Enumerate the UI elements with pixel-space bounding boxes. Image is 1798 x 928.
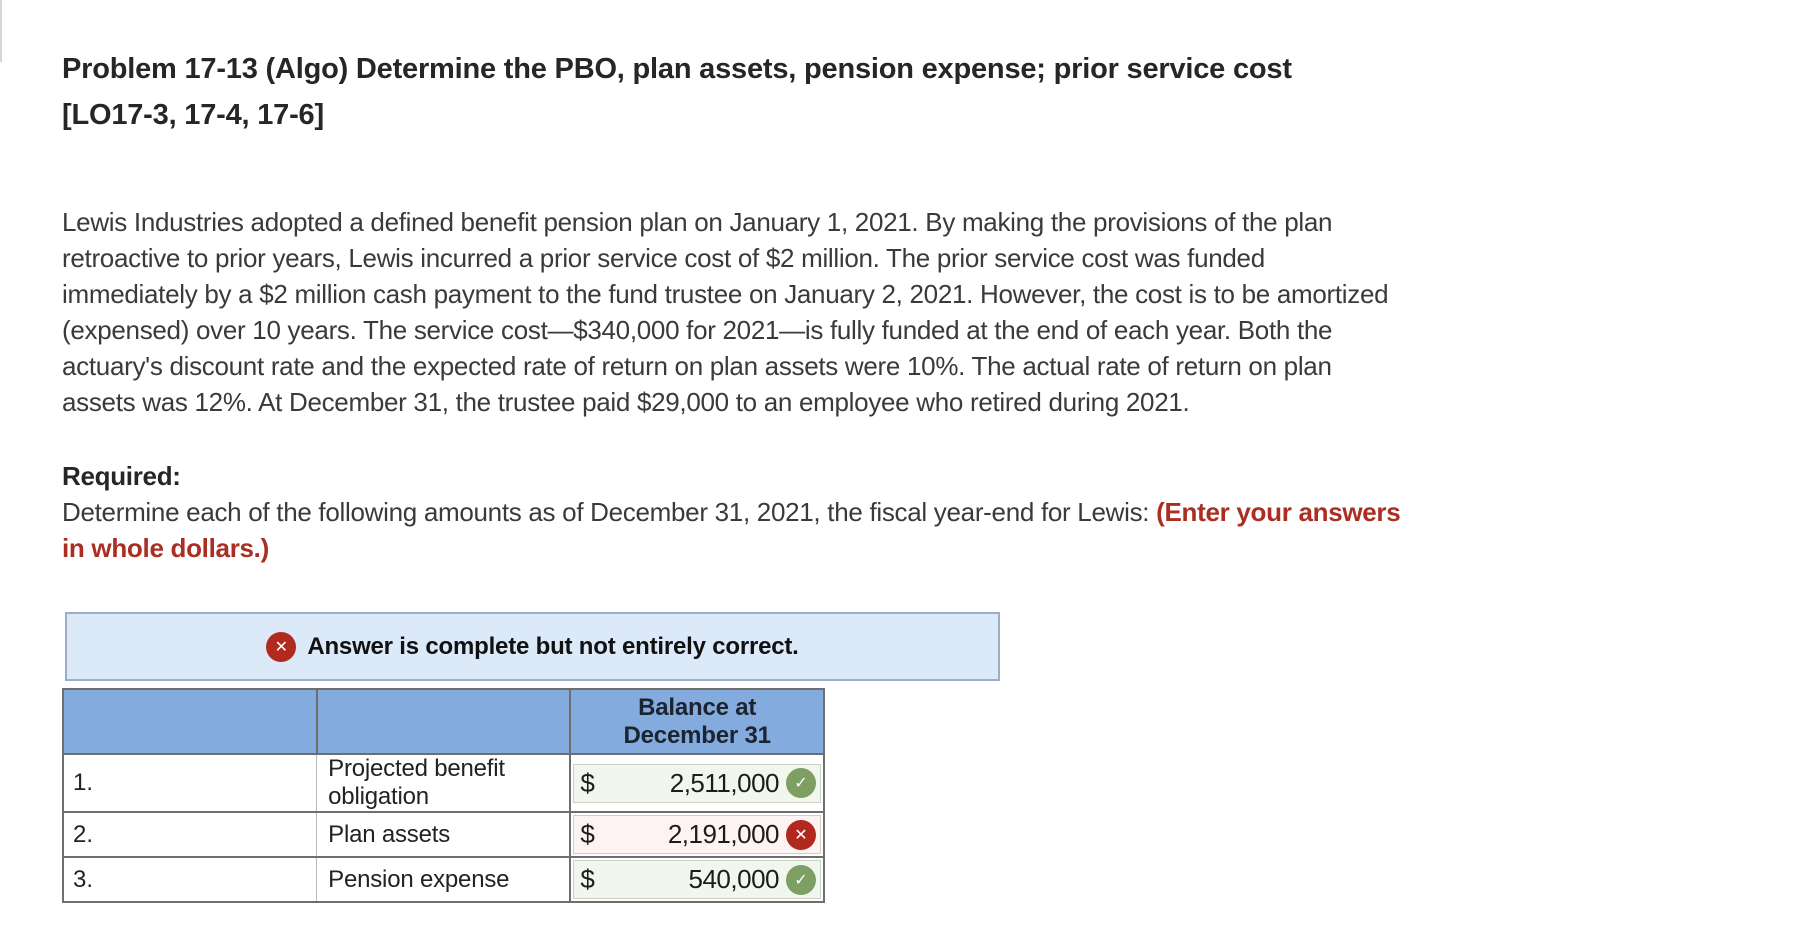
description-line: (expensed) over 10 years. The service co…: [62, 315, 1333, 345]
row-number: 3.: [62, 856, 318, 903]
currency-symbol: $: [580, 819, 595, 849]
problem-title-line1: Problem 17-13 (Algo) Determine the PBO, …: [62, 53, 1292, 85]
currency-symbol: $: [580, 864, 595, 894]
x-circle-icon: ✕: [786, 819, 816, 850]
row-label: Plan assets: [316, 811, 572, 858]
row-number: 2.: [62, 811, 318, 858]
grading-status-banner: ✕ Answer is complete but not entirely co…: [65, 612, 1000, 681]
instruction-text: Determine each of the following amounts …: [62, 497, 1157, 527]
value-cell-row-1: $ 2,191,000 ✕: [569, 811, 825, 858]
required-section: Required: Determine each of the followin…: [62, 458, 1401, 566]
row-label: Projected benefit obligation: [316, 753, 572, 813]
header-balance-line1: Balance at: [638, 693, 757, 721]
table-row: 1. Projected benefit obligation $ 2,511,…: [62, 753, 825, 813]
answer-value-box: $ 2,511,000 ✓: [573, 763, 821, 803]
answer-amount: 2,511,000: [669, 767, 780, 798]
value-cell-row-2: $ 540,000 ✓: [569, 856, 825, 903]
problem-title-line2: [LO17-3, 17-4, 17-6]: [62, 99, 324, 131]
currency-symbol: $: [580, 767, 595, 798]
required-label: Required:: [62, 461, 181, 491]
description-line: retroactive to prior years, Lewis incurr…: [62, 243, 1265, 273]
answer-value-box: $ 2,191,000 ✕: [573, 815, 821, 854]
header-cell-item: [315, 688, 572, 755]
description-line: Lewis Industries adopted a defined benef…: [62, 207, 1333, 237]
answer-value-box: $ 540,000 ✓: [573, 860, 821, 899]
header-cell-number: [62, 688, 318, 755]
check-circle-icon: ✓: [786, 768, 816, 798]
description-line: immediately by a $2 million cash payment…: [62, 279, 1389, 309]
x-circle-icon: ✕: [266, 631, 297, 662]
page-edge-divider: [0, 0, 2, 62]
value-cell-row-0: $ 2,511,000 ✓: [569, 753, 825, 813]
instruction-emphasis: (Enter your answers: [1156, 497, 1401, 527]
answers-table: Balance at December 31 1. Projected bene…: [62, 688, 825, 903]
table-row: 3. Pension expense $ 540,000 ✓: [62, 856, 825, 903]
required-instruction: Determine each of the following amounts …: [62, 494, 1401, 530]
description-line: assets was 12%. At December 31, the trus…: [62, 387, 1190, 417]
answer-amount: 2,191,000: [667, 819, 780, 849]
problem-description: Lewis Industries adopted a defined benef…: [62, 204, 1389, 420]
row-label: Pension expense: [316, 856, 572, 903]
problem-title: Problem 17-13 (Algo) Determine the PBO, …: [62, 46, 1292, 138]
header-cell-balance: Balance at December 31: [569, 688, 825, 755]
description-line: actuary's discount rate and the expected…: [62, 351, 1332, 381]
header-balance-line2: December 31: [623, 721, 771, 749]
instruction-emphasis-line2: in whole dollars.): [62, 533, 269, 563]
answers-table-header: Balance at December 31: [62, 688, 825, 755]
answer-amount: 540,000: [688, 864, 780, 894]
grading-status-text: Answer is complete but not entirely corr…: [307, 632, 799, 660]
table-row: 2. Plan assets $ 2,191,000 ✕: [62, 811, 825, 858]
row-number: 1.: [62, 753, 318, 813]
check-circle-icon: ✓: [786, 864, 816, 895]
